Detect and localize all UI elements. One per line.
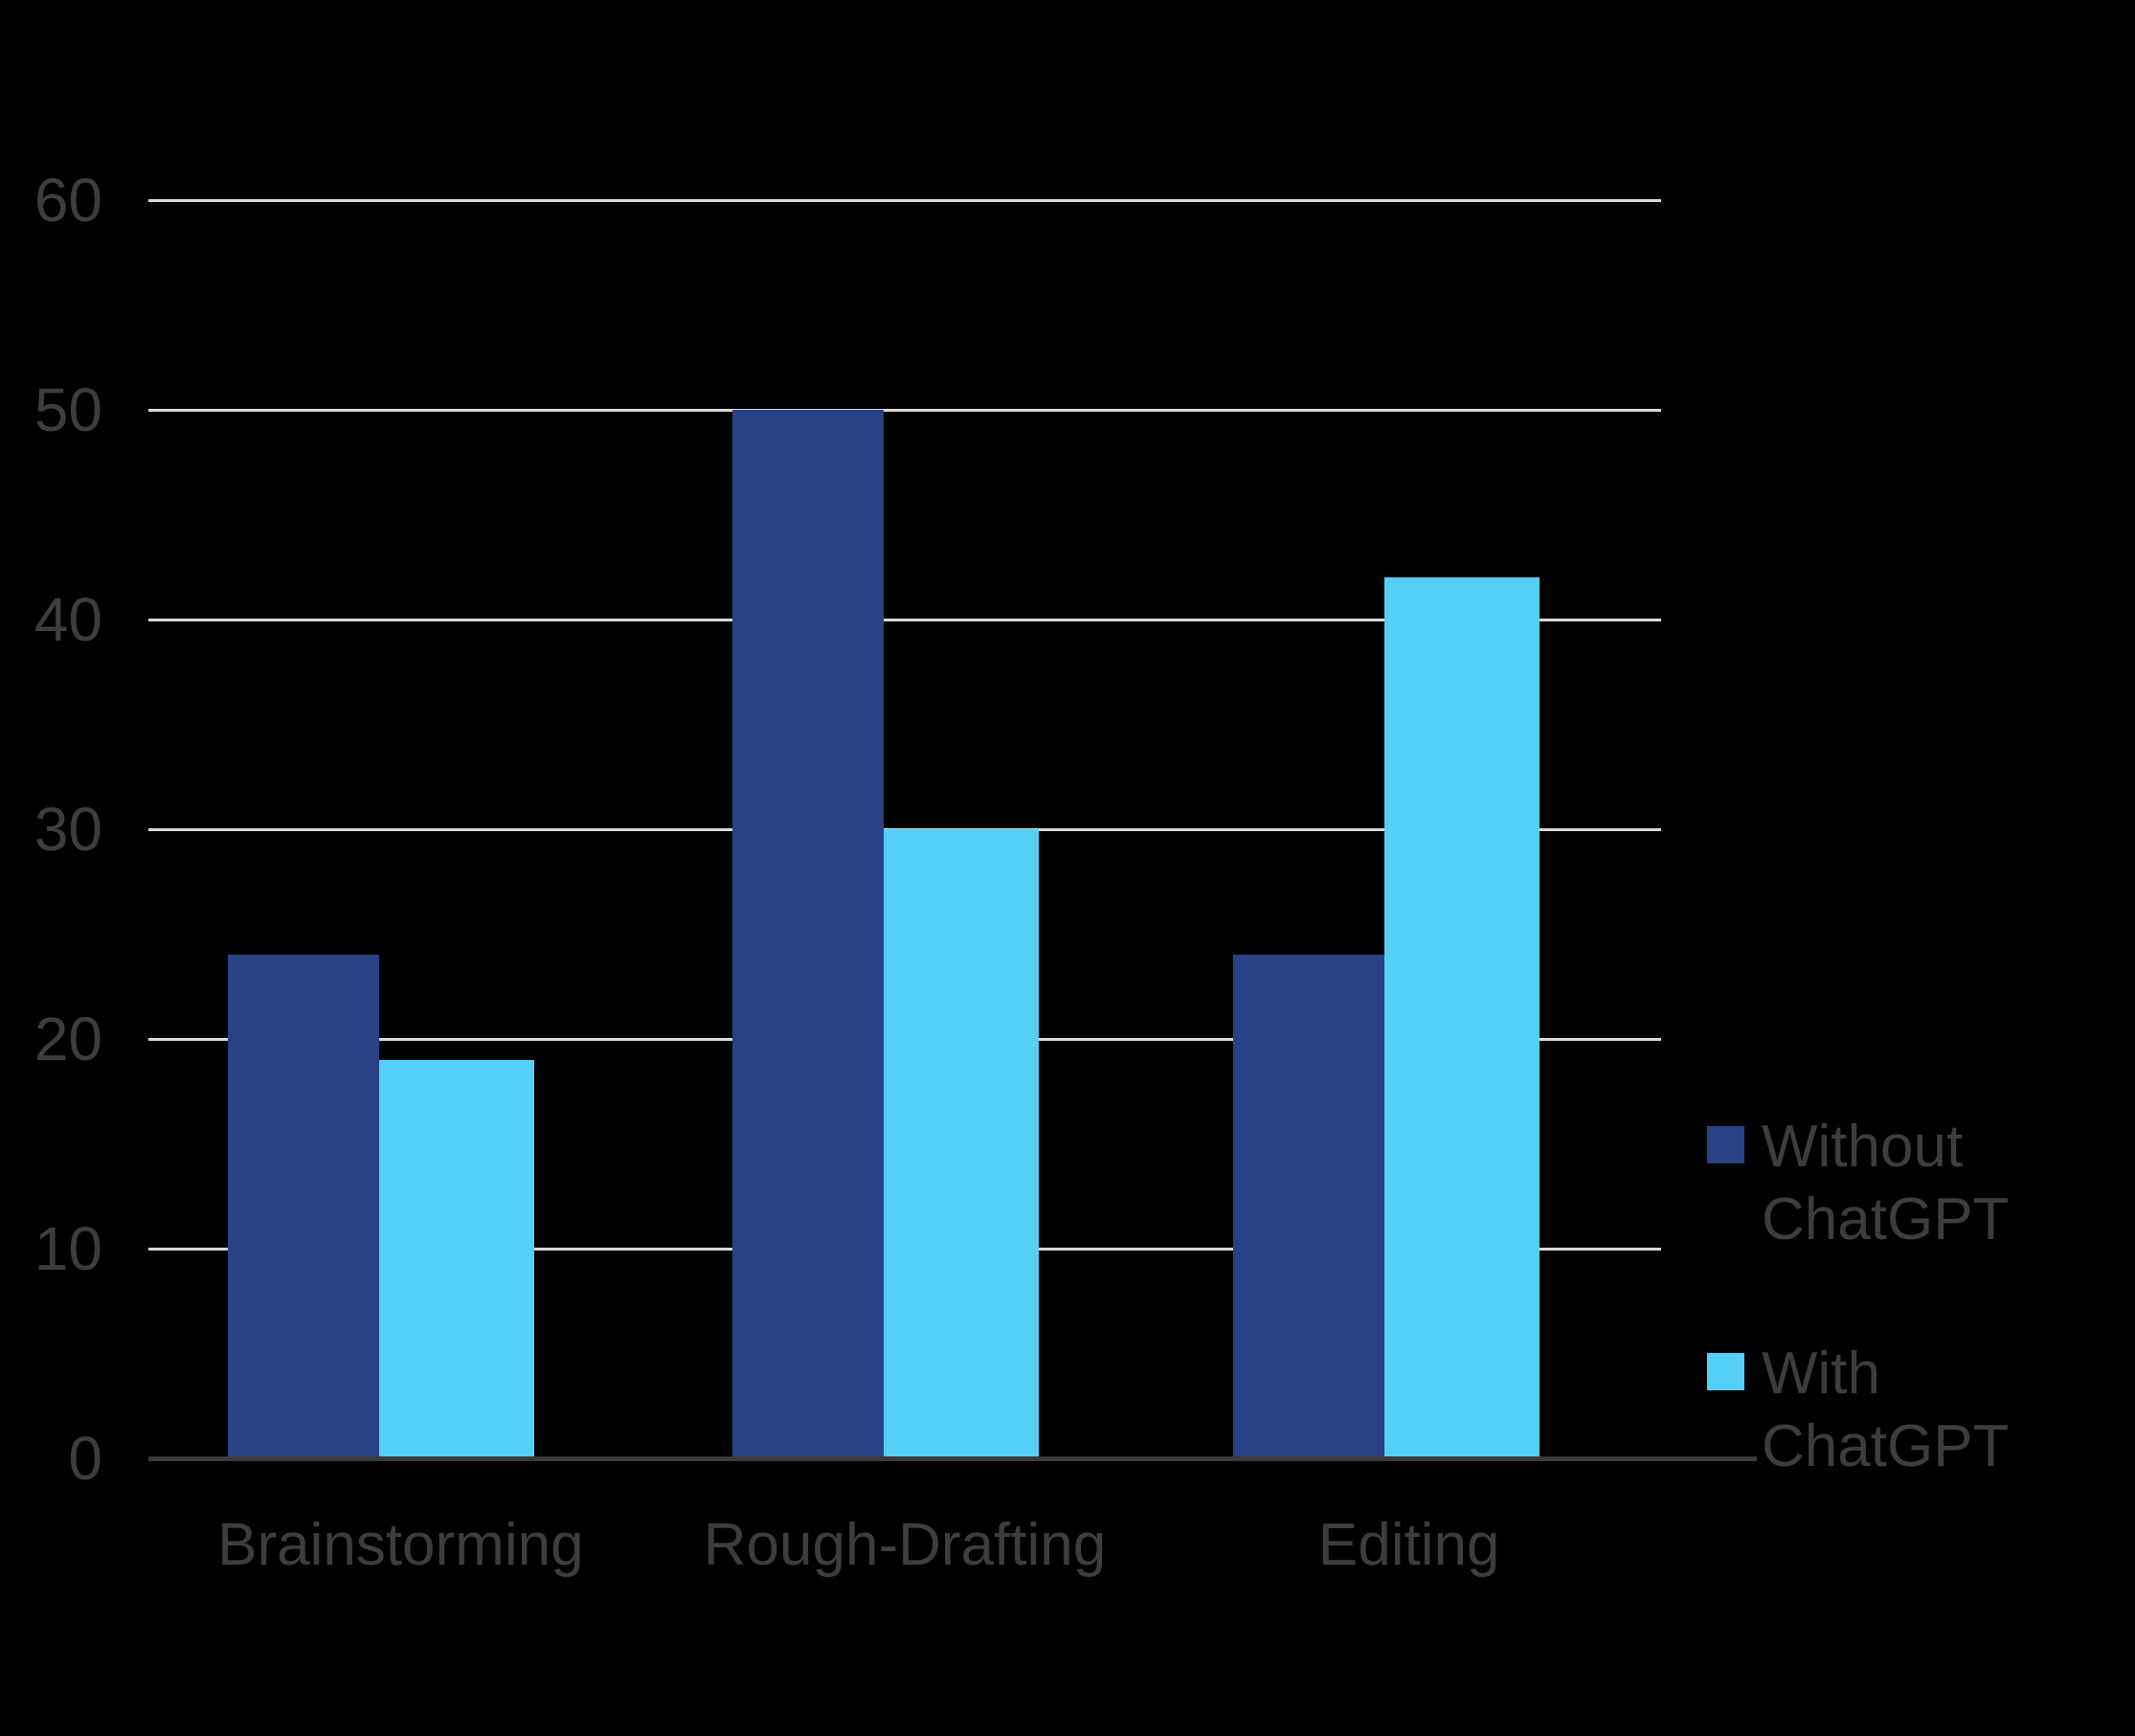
y-tick-label-60: 60 <box>34 166 102 235</box>
bar-rough-drafting-without-chatgpt <box>732 410 884 1458</box>
y-tick-label-10: 10 <box>34 1214 102 1283</box>
legend-item-with-chatgpt: With ChatGPT <box>1707 1338 2128 1483</box>
plot-area <box>148 199 1757 1461</box>
legend-swatch-icon <box>1707 1353 1744 1390</box>
y-tick-label-20: 20 <box>34 1004 102 1073</box>
bar-brainstorming-without-chatgpt <box>228 955 379 1458</box>
legend-item-without-chatgpt: Without ChatGPT <box>1707 1111 2128 1256</box>
bar-rough-drafting-with-chatgpt <box>884 829 1039 1458</box>
y-tick-label-40: 40 <box>34 585 102 654</box>
legend-swatch-icon <box>1707 1126 1744 1163</box>
y-tick-label-50: 50 <box>34 375 102 444</box>
x-category-label-rough-drafting: Rough-Drafting <box>703 1511 1107 1578</box>
gridline-50 <box>148 409 1661 412</box>
x-category-label-editing: Editing <box>1317 1511 1500 1578</box>
y-tick-label-0: 0 <box>68 1424 102 1493</box>
y-tick-label-30: 30 <box>34 795 102 864</box>
legend-label: Without ChatGPT <box>1762 1114 2010 1252</box>
x-category-label-brainstorming: Brainstorming <box>217 1511 584 1578</box>
legend-label: With ChatGPT <box>1762 1341 2010 1479</box>
gridline-40 <box>148 619 1661 621</box>
x-axis-category-labels: Brainstorming Rough-Drafting Editing <box>148 1501 1661 1588</box>
gridline-60 <box>148 199 1661 202</box>
bar-brainstorming-with-chatgpt <box>379 1059 534 1458</box>
legend: Without ChatGPT With ChatGPT <box>1707 1111 2128 1483</box>
bar-editing-with-chatgpt <box>1384 577 1539 1458</box>
bar-editing-without-chatgpt <box>1233 955 1384 1458</box>
x-axis-line <box>148 1456 1757 1461</box>
